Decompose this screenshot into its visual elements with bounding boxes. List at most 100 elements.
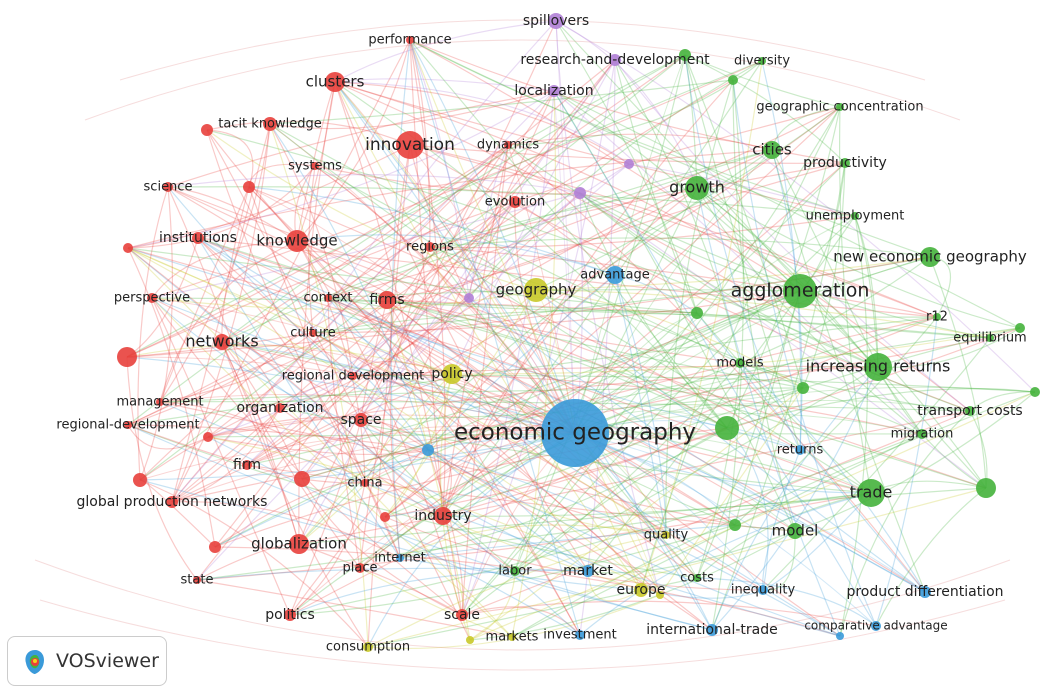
edge [127,316,938,426]
node-label: politics [265,607,315,623]
edge [409,39,846,164]
node [434,507,452,525]
node [706,624,718,636]
node [864,353,892,381]
node-label: policy [431,366,472,382]
edge [312,290,801,334]
edge [248,186,801,451]
node [464,293,474,303]
edge [127,424,303,480]
edge [301,478,463,616]
edge [399,162,846,559]
edge [711,366,879,631]
edge [360,419,667,536]
edge [359,567,513,638]
edge [574,290,801,434]
edge [171,123,271,503]
edge [409,39,576,434]
edge [334,81,642,591]
node [163,182,173,192]
node [758,57,766,65]
edge [289,482,366,616]
edge [151,192,581,299]
node-label: cities [752,141,792,159]
node [361,479,369,487]
node-label: equilibrium [953,331,1026,346]
node [166,496,178,508]
edge [127,247,453,375]
edge [279,192,581,409]
edge [167,174,581,194]
edge [167,186,926,593]
edge [39,599,1006,671]
edge [334,81,576,434]
node-label: spillovers [523,13,589,29]
node [510,566,520,576]
edge [555,20,661,596]
node-label: innovation [365,135,455,155]
edge [555,20,1036,393]
edge [469,391,1036,641]
edge [461,59,616,616]
edge [221,186,250,343]
edge [206,120,411,146]
node [133,473,147,487]
node [976,478,996,498]
edge [711,79,744,631]
node [840,158,850,168]
edge [151,297,576,434]
edge [360,20,557,421]
edge [555,20,576,434]
node [548,13,564,29]
edge [289,316,938,616]
node-label: regional-development [56,418,199,433]
edge [127,165,316,249]
edge [696,492,872,579]
edge [507,144,576,434]
edge [461,362,741,616]
edge [127,424,698,579]
edge [364,90,555,484]
edge [139,186,174,481]
edge [555,20,987,489]
node [124,421,132,429]
node [422,444,434,456]
node [1015,323,1025,333]
edge [139,375,354,481]
edge [969,391,1036,412]
edge [327,297,796,532]
edge [429,215,856,249]
node-label: trade [850,483,893,502]
edge [314,165,581,195]
edge [151,289,537,310]
logo-icon [25,650,44,674]
node-label: europe [617,582,666,598]
vosviewer-logo[interactable]: VOSviewer [7,636,167,686]
edge [248,186,576,434]
node [355,563,365,573]
edge [207,297,470,438]
edge [314,165,576,434]
edge [409,144,846,164]
edge [429,237,931,258]
edge [298,59,616,545]
edge [734,290,801,526]
edge [126,332,314,358]
edge [159,394,576,434]
edge [665,79,734,536]
edge [334,81,713,631]
node-label: internet [374,551,425,566]
edge [352,360,453,377]
edge [151,297,513,638]
edge [167,186,589,572]
edge [296,240,987,489]
node-label: product differentiation [846,584,1003,600]
edge [246,464,796,532]
edge [440,373,471,641]
edge [298,373,453,545]
edge [312,310,698,334]
edge [726,106,841,429]
edge [312,332,661,596]
node [933,313,941,321]
edge [159,401,366,484]
